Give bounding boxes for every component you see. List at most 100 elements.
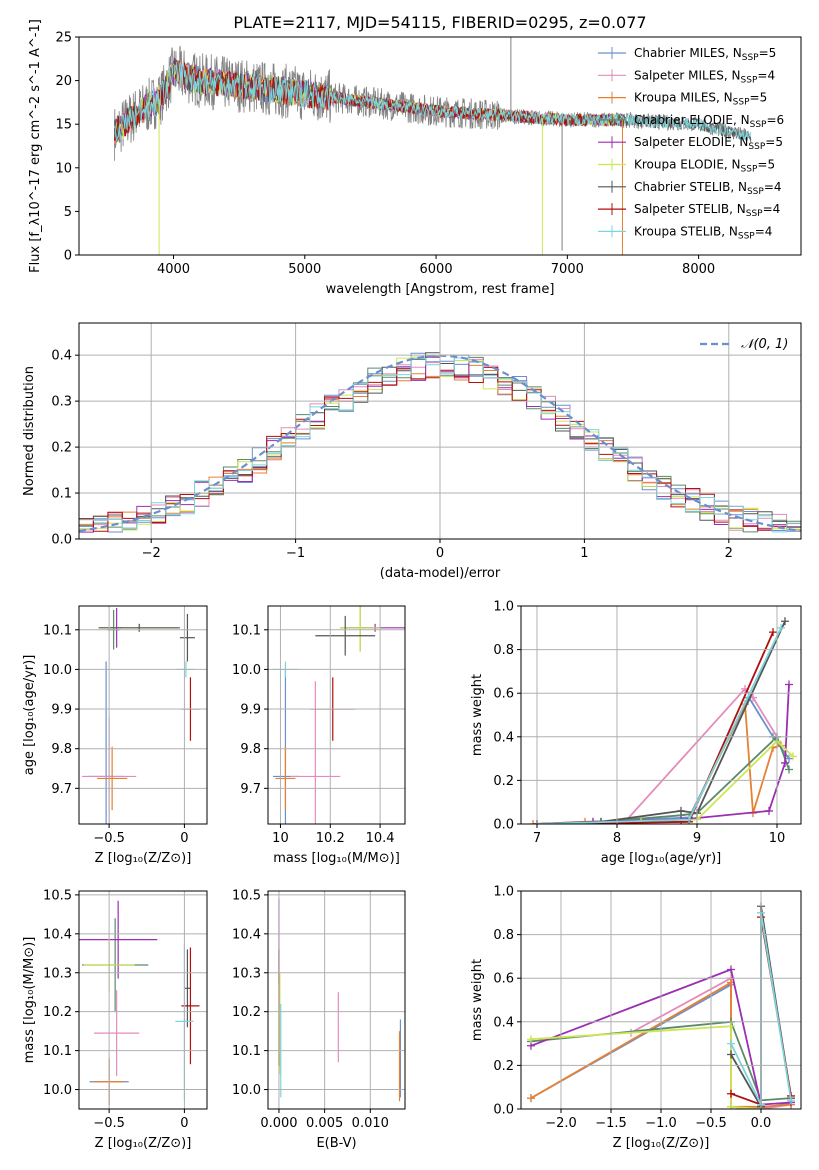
mass_weight_vs_age-axes: 7 8 9 10 0.0 0.2 0.4 0.6 0.8 1.0 age [log₁₀(age/yr… bbox=[470, 600, 802, 866]
y-tick-label: 10.0 bbox=[232, 663, 261, 678]
x-tick-label: 10 bbox=[769, 831, 786, 846]
marker-kroupa_elodie bbox=[789, 752, 797, 761]
marker-kroupa_miles bbox=[527, 1094, 535, 1103]
y-tick-label: 10 bbox=[55, 161, 72, 176]
y-tick-label: 5 bbox=[64, 205, 72, 220]
legend-label: Chabrier MILES, NSSP=5 bbox=[634, 46, 776, 63]
x-tick-label: 10 bbox=[272, 831, 289, 846]
y-tick-label: 10.1 bbox=[43, 623, 72, 638]
x-tick-label: 10.4 bbox=[366, 831, 395, 846]
x-tick-label: −0.5 bbox=[93, 1116, 125, 1131]
y-tick-label: 10.2 bbox=[43, 1005, 72, 1020]
y-tick-label: 10.1 bbox=[232, 623, 261, 638]
line-salpeter_miles bbox=[536, 687, 778, 824]
legend-count: =4 bbox=[755, 224, 773, 238]
marker-kroupa_stelib bbox=[777, 623, 785, 632]
x-tick-label: 0.005 bbox=[306, 1116, 343, 1131]
y-tick-label: 0.0 bbox=[493, 1103, 514, 1118]
x-tick-label: 8000 bbox=[682, 262, 715, 277]
x-tick-label: 2 bbox=[725, 546, 733, 561]
x-tick-label: 6000 bbox=[420, 262, 453, 277]
y-tick-label: 0.1 bbox=[51, 487, 72, 502]
marker-salpeter_elodie bbox=[781, 758, 789, 767]
y-tick-label: 10.5 bbox=[232, 888, 261, 903]
y-tick-label: 9.9 bbox=[51, 703, 72, 718]
y-tick-label: 9.9 bbox=[240, 703, 261, 718]
marker-salpeter_stelib bbox=[727, 1089, 735, 1098]
x-axis-label: (data-model)/error bbox=[380, 566, 501, 581]
x-tick-label: 0.010 bbox=[352, 1116, 389, 1131]
y-tick-label: 25 bbox=[55, 31, 72, 46]
y-axis-label: mass weight bbox=[470, 959, 485, 1041]
x-tick-label: 10.2 bbox=[316, 831, 345, 846]
mass_vs_Z-axes: −0.5 0 10.0 10.1 10.2 10.3 10.4 10.5 Z [log₁₀(Z/… bbox=[22, 888, 208, 1151]
x-tick-label: −0.5 bbox=[93, 831, 125, 846]
y-tick-label: 0.8 bbox=[493, 928, 514, 943]
y-tick-label: 10.0 bbox=[43, 1083, 72, 1098]
y-tick-label: 10.0 bbox=[43, 663, 72, 678]
marker-chabrier_stelib bbox=[677, 806, 685, 815]
y-tick-label: 0.8 bbox=[493, 643, 514, 658]
y-tick-label: 0.0 bbox=[51, 533, 72, 548]
marker-chabrier_elodie bbox=[785, 765, 793, 774]
y-tick-label: 9.7 bbox=[51, 782, 72, 797]
mass_weight_vs_Z-axes: −2.0 −1.5 −1.0 −0.5 0.0 0.0 0.2 0.4 0.6 0.8 1.0 Z [… bbox=[470, 885, 802, 1151]
axes-frame bbox=[78, 605, 208, 825]
axes-frame bbox=[78, 890, 208, 1110]
legend-label: Salpeter STELIB, NSSP=4 bbox=[634, 202, 780, 219]
y-axis-label: mass [log₁₀(M/M⊙)] bbox=[22, 937, 37, 1064]
figure-title: PLATE=2117, MJD=54115, FIBERID=0295, z=0… bbox=[233, 13, 646, 32]
legend-subscript: SSP bbox=[741, 75, 758, 85]
legend-label: Salpeter ELODIE, NSSP=5 bbox=[634, 135, 783, 152]
legend-label: 𝒩(0, 1) bbox=[741, 337, 788, 352]
marker-kroupa_stelib bbox=[727, 1039, 735, 1048]
legend-count: =4 bbox=[763, 202, 781, 216]
x-axis-label: age [log₁₀(age/yr)] bbox=[601, 851, 722, 866]
mass_vs_Z-plot bbox=[79, 900, 200, 1106]
x-tick-label: 5000 bbox=[288, 262, 321, 277]
y-tick-label: 10.5 bbox=[43, 888, 72, 903]
spectrum-plot bbox=[113, 37, 752, 255]
y-tick-label: 0 bbox=[64, 249, 72, 264]
x-tick-label: 8 bbox=[613, 831, 621, 846]
legend-subscript: SSP bbox=[747, 187, 764, 197]
marker-kroupa_miles bbox=[529, 820, 537, 824]
axes-frame bbox=[267, 890, 406, 1110]
legend-subscript: SSP bbox=[741, 165, 758, 175]
x-tick-label: 7 bbox=[533, 831, 541, 846]
legend-count: =5 bbox=[765, 135, 783, 149]
x-axis-label: wavelength [Angstrom, rest frame] bbox=[326, 282, 555, 297]
x-tick-label: 0.0 bbox=[751, 1116, 772, 1131]
y-tick-label: 10.1 bbox=[43, 1044, 72, 1059]
y-axis-label: Flux [f_λ10^-17 erg cm^-2 s^-1 A^-1] bbox=[28, 19, 43, 273]
x-axis-label: Z [log₁₀(Z/Z⊙)] bbox=[613, 1136, 710, 1151]
line-kroupa_elodie bbox=[530, 1025, 762, 1109]
y-tick-label: 10.2 bbox=[232, 1005, 261, 1020]
axes-frame bbox=[78, 322, 802, 540]
x-axis-label: E(B-V) bbox=[316, 1136, 356, 1151]
legend-count: =5 bbox=[759, 46, 777, 60]
x-tick-label: 7000 bbox=[551, 262, 584, 277]
line-salpeter_elodie bbox=[530, 968, 792, 1106]
marker-chabrier_stelib bbox=[727, 1050, 735, 1059]
legend-count: =4 bbox=[764, 180, 782, 194]
line-salpeter_elodie bbox=[536, 684, 790, 824]
legend-label: Kroupa MILES, NSSP=5 bbox=[634, 91, 767, 108]
age_vs_Z-plot bbox=[82, 607, 200, 824]
x-tick-label: −1 bbox=[286, 546, 305, 561]
legend-count: =6 bbox=[766, 113, 784, 127]
x-axis-label: Z [log₁₀(Z/Z⊙)] bbox=[95, 1136, 192, 1151]
x-tick-label: −1.5 bbox=[595, 1116, 627, 1131]
marker-salpeter_elodie bbox=[785, 680, 793, 689]
marker-salpeter_elodie bbox=[765, 806, 773, 815]
mass_vs_EBV-axes: 0.000 0.005 0.010 10.0 10.1 10.2 10.3 10.4 10.5 E… bbox=[232, 888, 406, 1151]
line-kroupa_miles bbox=[532, 700, 782, 824]
y-tick-label: 0.3 bbox=[51, 395, 72, 410]
y-tick-label: 15 bbox=[55, 118, 72, 133]
y-axis-label: age [log₁₀(age/yr)] bbox=[22, 655, 37, 776]
legend-label: Chabrier ELODIE, NSSP=6 bbox=[634, 113, 784, 130]
x-tick-label: −1.0 bbox=[645, 1116, 677, 1131]
y-tick-label: 10.3 bbox=[43, 966, 72, 981]
mass_vs_EBV-plot bbox=[278, 898, 402, 1102]
legend-subscript: SSP bbox=[733, 98, 750, 108]
